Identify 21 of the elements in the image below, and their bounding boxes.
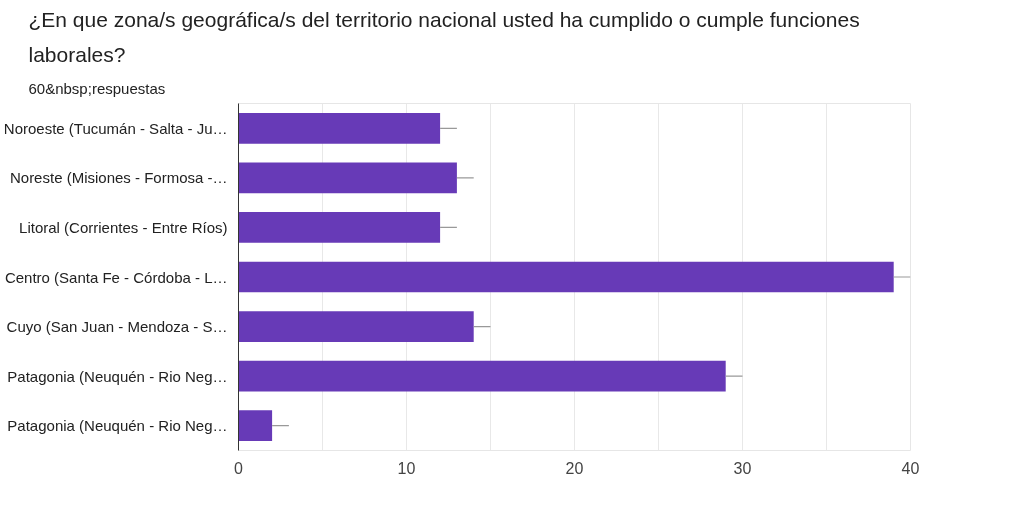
x-tick-label: 20 — [565, 459, 584, 477]
bar — [238, 360, 726, 392]
bar — [238, 410, 273, 442]
x-tick-label: 30 — [733, 459, 752, 477]
y-tick-label: Cuyo (San Juan - Mendoza - S… — [6, 318, 228, 336]
y-tick-label: Noreste (Misiones - Formosa -… — [9, 169, 228, 187]
bar — [238, 162, 457, 194]
bar — [238, 261, 894, 293]
y-tick-label: Patagonia (Neuquén - Rio Neg… — [7, 417, 228, 435]
x-tick-label: 40 — [901, 459, 920, 477]
x-tick-label: 0 — [234, 459, 244, 477]
y-tick-label: Centro (Santa Fe - Córdoba - L… — [4, 268, 228, 286]
y-tick-label: Patagonia (Neuquén - Rio Neg… — [7, 367, 228, 385]
x-tick-label: 10 — [397, 459, 416, 477]
y-tick-label: Noroeste (Tucumán - Salta - Ju… — [3, 119, 228, 137]
bar — [238, 311, 474, 342]
bar — [238, 112, 441, 144]
y-tick-label: Litoral (Corrientes - Entre Ríos) — [19, 218, 228, 236]
text: 60&nbsp;respuestas — [28, 79, 166, 97]
bar — [238, 212, 441, 243]
chart-title: ¿En que zona/s geográfica/s del territorio nacional usted ha cumplido o cumple funciones laborales? — [28, 8, 860, 66]
